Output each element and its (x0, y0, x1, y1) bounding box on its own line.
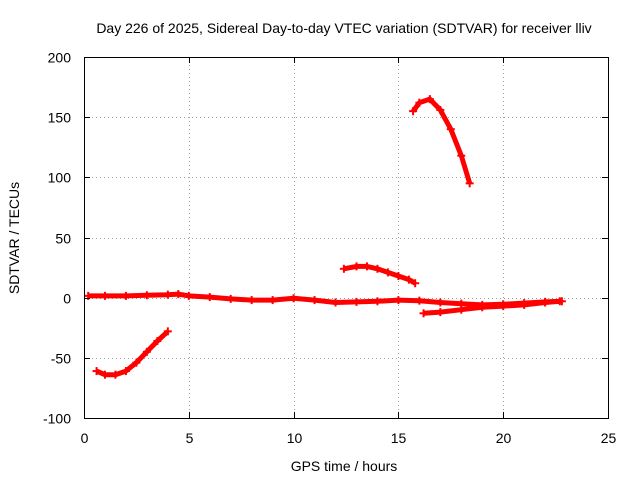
x-tick-label: 0 (81, 430, 89, 446)
data-point (174, 290, 183, 299)
data-point (415, 296, 424, 305)
plot-frame (84, 57, 609, 419)
series-arc-3 (339, 262, 420, 288)
data-point (163, 327, 172, 336)
x-tick-label: 5 (186, 430, 194, 446)
data-point (205, 293, 214, 302)
data-point (415, 98, 424, 107)
data-point (362, 262, 371, 271)
data-point (268, 296, 277, 305)
data-point (520, 300, 529, 309)
x-axis-ticks: 0 5 10 15 20 25 (81, 57, 617, 446)
data-point (142, 291, 151, 300)
data-point (92, 367, 101, 376)
series-line (411, 96, 473, 185)
y-tick-label: 100 (48, 170, 72, 186)
data-point (446, 125, 455, 134)
data-point (373, 264, 382, 273)
data-point (100, 291, 109, 300)
data-point (226, 294, 235, 303)
y-tick-label: 0 (63, 291, 71, 307)
series-line (88, 291, 562, 308)
data-point (457, 151, 466, 160)
data-point (184, 291, 193, 300)
data-point (425, 95, 434, 104)
data-point (352, 297, 361, 306)
data-point (310, 296, 319, 305)
data-point (121, 291, 130, 300)
data-point (411, 279, 420, 288)
data-point (436, 298, 445, 307)
x-axis-label: GPS time / hours (291, 458, 398, 474)
data-point (457, 305, 466, 314)
series-arc-4 (409, 95, 474, 188)
x-tick-label: 10 (287, 430, 303, 446)
series-arc-2 (92, 327, 172, 379)
y-axis-label: SDTVAR / TECUs (6, 182, 22, 294)
series-arc-5 (419, 297, 564, 318)
data-point (339, 264, 348, 273)
y-tick-label: -100 (43, 411, 71, 427)
data-point (289, 294, 298, 303)
data-point (142, 347, 151, 356)
y-tick-label: 200 (48, 50, 72, 66)
data-point (373, 297, 382, 306)
data-point (555, 297, 564, 306)
y-tick-label: -50 (51, 351, 71, 367)
data-point (100, 370, 109, 379)
data-point (419, 309, 428, 318)
data-point (478, 303, 487, 312)
data-point (436, 105, 445, 114)
grid-lines (84, 57, 608, 418)
data-point (394, 296, 403, 305)
data-point (331, 298, 340, 307)
x-tick-label: 15 (391, 430, 407, 446)
data-point (436, 308, 445, 317)
data-point (404, 275, 413, 284)
data-point (163, 290, 172, 299)
data-point (111, 370, 120, 379)
data-point (499, 302, 508, 311)
y-axis-ticks: -100 -50 0 50 100 150 200 (43, 50, 608, 427)
x-tick-label: 25 (601, 430, 617, 446)
data-point (465, 179, 474, 188)
data-point (394, 272, 403, 281)
data-point (383, 268, 392, 277)
chart-title: Day 226 of 2025, Sidereal Day-to-day VTE… (96, 20, 591, 36)
y-tick-label: 150 (48, 110, 72, 126)
data-point (153, 336, 162, 345)
data-point (409, 107, 418, 116)
data-point (352, 262, 361, 271)
x-tick-label: 20 (496, 430, 512, 446)
data-point (121, 367, 130, 376)
data-point (247, 296, 256, 305)
data-point (541, 298, 550, 307)
series-layer (84, 95, 566, 379)
y-tick-label: 50 (55, 231, 71, 247)
data-point (132, 358, 141, 367)
